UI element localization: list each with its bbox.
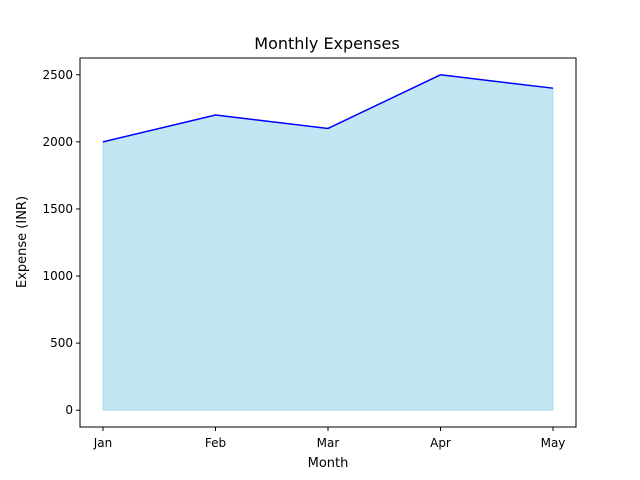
y-axis: 0 500 1000 1500 2000 2500 bbox=[42, 68, 80, 417]
y-tick-label: 2000 bbox=[42, 135, 73, 149]
series-line bbox=[102, 74, 554, 143]
y-tick-label: 2500 bbox=[42, 68, 73, 82]
x-tick-label: Feb bbox=[205, 436, 226, 450]
y-tick-label: 0 bbox=[65, 403, 73, 417]
y-tick-label: 1000 bbox=[42, 269, 73, 283]
x-tick-label: Apr bbox=[430, 436, 451, 450]
x-tick-label: Mar bbox=[317, 436, 340, 450]
y-tick-label: 500 bbox=[50, 336, 73, 350]
x-axis: Jan Feb Mar Apr May bbox=[93, 427, 566, 450]
y-tick-label: 1500 bbox=[42, 202, 73, 216]
x-tick-label: Jan bbox=[93, 436, 113, 450]
y-axis-label: Expense (INR) bbox=[15, 196, 30, 288]
x-tick-label: May bbox=[541, 436, 566, 450]
x-axis-label: Month bbox=[308, 456, 349, 471]
chart-title: Monthly Expenses bbox=[254, 34, 399, 53]
plot-area bbox=[102, 74, 554, 411]
